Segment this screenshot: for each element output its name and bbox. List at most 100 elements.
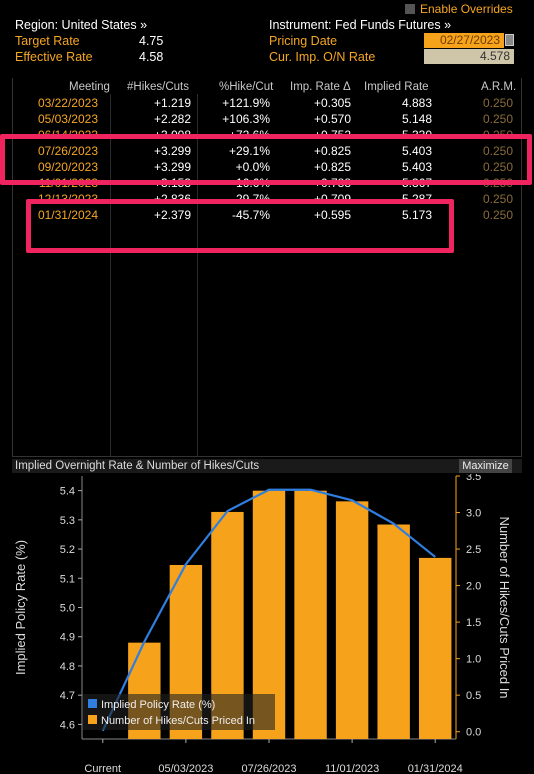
pricing-date-label: Pricing Date xyxy=(269,34,338,48)
cell-meeting: 01/31/2024 xyxy=(37,208,98,222)
highlight-box xyxy=(0,134,532,185)
cell-implied-rate: 5.173 xyxy=(401,208,432,222)
x-tick-label: 05/03/2023 xyxy=(158,763,213,774)
col-arm[interactable]: A.R.M. xyxy=(481,81,517,93)
table-row[interactable]: 05/03/2023 +2.282 +106.3% +0.570 5.148 0.250 xyxy=(0,112,534,128)
chart-title-bar xyxy=(12,459,522,473)
legend-swatch xyxy=(88,699,97,708)
cell-hikes-cuts: +1.219 xyxy=(153,96,191,110)
legend-swatch xyxy=(88,715,97,724)
cell-pct-hike-cut: -45.7% xyxy=(231,208,270,222)
x-tick-label: 01/31/2024 xyxy=(408,763,463,774)
cell-meeting: 07/26/2023 xyxy=(37,144,98,158)
enable-overrides-label: Enable Overrides xyxy=(420,2,513,16)
col-implied-rate[interactable]: Implied Rate xyxy=(364,81,429,93)
table-divider xyxy=(110,94,111,456)
right-tick-label: 0.5 xyxy=(466,690,481,702)
effective-rate-label: Effective Rate xyxy=(15,50,93,64)
col-imp-rate-delta[interactable]: Imp. Rate Δ xyxy=(290,81,351,93)
left-tick-label: 4.6 xyxy=(60,719,75,731)
bar xyxy=(294,490,327,739)
cell-imp-rate-delta: +0.595 xyxy=(313,208,351,222)
col-hikes-cuts[interactable]: #Hikes/Cuts xyxy=(127,81,189,93)
col-pct-hike-cut[interactable]: %Hike/Cut xyxy=(219,81,274,93)
effective-rate-value: 4.58 xyxy=(139,50,164,64)
cell-implied-rate: 5.403 xyxy=(401,144,432,158)
meetings-table xyxy=(12,78,522,457)
cell-imp-rate-delta: +0.825 xyxy=(313,144,351,158)
left-tick-label: 4.9 xyxy=(60,632,75,644)
cell-implied-rate: 5.148 xyxy=(401,112,432,126)
table-row[interactable]: 09/20/2023 +3.299 +0.0% +0.825 5.403 0.250 xyxy=(0,160,534,176)
left-axis-label: Implied Policy Rate (%) xyxy=(13,540,28,675)
cell-meeting: 05/03/2023 xyxy=(37,112,98,126)
legend-label: Number of Hikes/Cuts Priced In xyxy=(101,715,255,727)
cur-imp-rate-label: Cur. Imp. O/N Rate xyxy=(269,50,376,64)
target-rate-label: Target Rate xyxy=(15,34,80,48)
legend-label: Implied Policy Rate (%) xyxy=(101,699,215,711)
right-tick-label: 3.0 xyxy=(466,508,481,520)
cell-meeting: 09/20/2023 xyxy=(37,160,98,174)
right-tick-label: 1.0 xyxy=(466,654,481,666)
right-tick-label: 3.5 xyxy=(466,474,481,483)
right-axis-label: Number of Hikes/Cuts Priced In xyxy=(497,516,512,698)
table-divider xyxy=(197,94,198,456)
left-tick-label: 5.0 xyxy=(60,603,75,615)
right-tick-label: 2.5 xyxy=(466,544,481,556)
cell-arm: 0.250 xyxy=(482,160,513,174)
cur-imp-rate-value: 4.578 xyxy=(479,49,510,63)
target-rate-value: 4.75 xyxy=(139,34,164,48)
rate-chart: 4.6 4.7 4.8 4.9 5.0 5.1 5.2 5.3 5.4 0.0 0.5 1.0 1.5 2… xyxy=(13,474,512,774)
maximize-button[interactable]: Maximize xyxy=(459,459,512,473)
x-tick-label: 11/01/2023 xyxy=(325,763,379,774)
right-tick-label: 1.5 xyxy=(466,617,481,629)
cell-hikes-cuts: +3.299 xyxy=(153,160,191,174)
table-row[interactable]: 07/26/2023 +3.299 +29.1% +0.825 5.403 0.250 xyxy=(0,144,534,160)
cell-pct-hike-cut: +0.0% xyxy=(235,160,270,174)
cell-imp-rate-delta: +0.825 xyxy=(313,160,351,174)
rate-line xyxy=(101,488,436,732)
cell-hikes-cuts: +3.299 xyxy=(153,144,191,158)
cell-implied-rate: 4.883 xyxy=(401,96,432,110)
right-tick-label: 0.0 xyxy=(466,727,481,739)
left-tick-label: 5.2 xyxy=(60,544,75,556)
cell-arm: 0.250 xyxy=(482,112,513,126)
cur-imp-rate-field: 4.578 xyxy=(424,49,514,64)
legend-box xyxy=(83,694,275,730)
x-tick-label: Current xyxy=(84,763,121,774)
region-selector[interactable]: Region: United States » xyxy=(15,18,148,32)
cell-imp-rate-delta: +0.570 xyxy=(313,112,351,126)
left-tick-label: 4.8 xyxy=(60,661,75,673)
cell-arm: 0.250 xyxy=(482,144,513,158)
cell-pct-hike-cut: +106.3% xyxy=(222,112,270,126)
bar xyxy=(419,557,452,739)
enable-overrides-checkbox[interactable] xyxy=(405,4,415,14)
cell-arm: 0.250 xyxy=(482,208,513,222)
right-tick-label: 2.0 xyxy=(466,581,481,593)
left-tick-label: 5.1 xyxy=(60,573,75,585)
table-row[interactable]: 03/22/2023 +1.219 +121.9% +0.305 4.883 0.250 xyxy=(0,96,534,112)
bar xyxy=(377,524,410,739)
left-tick-label: 5.4 xyxy=(60,486,75,498)
cell-pct-hike-cut: +29.1% xyxy=(228,144,270,158)
x-tick-label: 07/26/2023 xyxy=(241,763,296,774)
cell-arm: 0.250 xyxy=(482,192,513,206)
bar xyxy=(335,501,369,739)
instrument-selector[interactable]: Instrument: Fed Funds Futures » xyxy=(269,18,452,32)
pricing-date-value: 02/27/2023 xyxy=(439,33,500,47)
cell-pct-hike-cut: +121.9% xyxy=(222,96,270,110)
chart-title: Implied Overnight Rate & Number of Hikes… xyxy=(15,460,260,472)
cell-hikes-cuts: +2.379 xyxy=(153,208,191,222)
cell-implied-rate: 5.403 xyxy=(401,160,432,174)
cell-meeting: 03/22/2023 xyxy=(37,96,98,110)
pricing-date-field[interactable]: 02/27/2023 xyxy=(424,33,504,48)
table-row[interactable]: 01/31/2024 +2.379 -45.7% +0.595 5.173 0.250 xyxy=(0,208,534,224)
col-meeting[interactable]: Meeting xyxy=(69,81,110,93)
calendar-icon[interactable] xyxy=(505,34,514,46)
left-tick-label: 4.7 xyxy=(60,690,75,702)
cell-hikes-cuts: +2.282 xyxy=(153,112,191,126)
highlight-box xyxy=(26,199,454,253)
left-tick-label: 5.3 xyxy=(60,515,75,527)
cell-arm: 0.250 xyxy=(482,96,513,110)
cell-imp-rate-delta: +0.305 xyxy=(313,96,351,110)
